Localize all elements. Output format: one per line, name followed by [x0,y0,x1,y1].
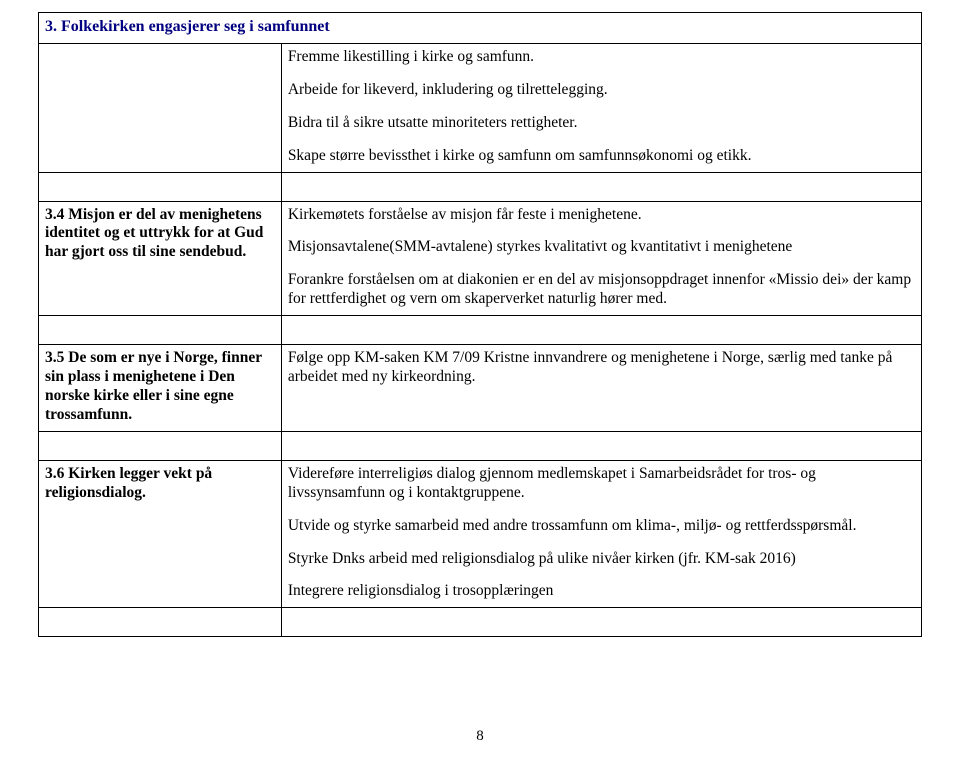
content-table: 3. Folkekirken engasjerer seg i samfunne… [38,12,922,637]
paragraph: Bidra til å sikre utsatte minoriteters r… [288,114,915,133]
left-cell-title: 3.6 Kirken legger vekt på religionsdialo… [39,460,282,608]
left-cell-empty [39,43,282,172]
left-cell-title: 3.5 De som er nye i Norge, finner sin pl… [39,345,282,432]
paragraph: Integrere religionsdialog i trosopplærin… [288,582,915,601]
right-cell: Fremme likestilling i kirke og samfunn. … [281,43,921,172]
table-row: 3.4 Misjon er del av menighetens identit… [39,201,922,316]
right-cell: Kirkemøtets forståelse av misjon får fes… [281,201,921,316]
paragraph: Kirkemøtets forståelse av misjon får fes… [288,206,915,225]
table-row-spacer [39,172,922,201]
right-cell-empty [281,316,921,345]
right-cell-empty [281,172,921,201]
table-row: 3.6 Kirken legger vekt på religionsdialo… [39,460,922,608]
table-row-spacer [39,608,922,637]
right-cell-empty [281,608,921,637]
left-cell-title: 3.4 Misjon er del av menighetens identit… [39,201,282,316]
left-cell-empty [39,431,282,460]
paragraph: Forankre forståelsen om at diakonien er … [288,271,915,309]
right-cell: Videreføre interreligiøs dialog gjennom … [281,460,921,608]
paragraph: Arbeide for likeverd, inkludering og til… [288,81,915,100]
right-cell-empty [281,431,921,460]
left-cell-empty [39,172,282,201]
paragraph: Følge opp KM-saken KM 7/09 Kristne innva… [288,349,915,387]
paragraph: Videreføre interreligiøs dialog gjennom … [288,465,915,503]
paragraph: Fremme likestilling i kirke og samfunn. [288,48,915,67]
table-row: Fremme likestilling i kirke og samfunn. … [39,43,922,172]
section-heading-cell: 3. Folkekirken engasjerer seg i samfunne… [39,13,922,44]
left-cell-empty [39,316,282,345]
table-row-spacer [39,316,922,345]
table-row: 3.5 De som er nye i Norge, finner sin pl… [39,345,922,432]
document-page: 3. Folkekirken engasjerer seg i samfunne… [0,0,960,637]
right-cell: Følge opp KM-saken KM 7/09 Kristne innva… [281,345,921,432]
table-row-spacer [39,431,922,460]
paragraph: Utvide og styrke samarbeid med andre tro… [288,517,915,536]
paragraph: Styrke Dnks arbeid med religionsdialog p… [288,550,915,569]
section-heading: 3. Folkekirken engasjerer seg i samfunne… [45,18,330,35]
paragraph: Misjonsavtalene(SMM-avtalene) styrkes kv… [288,238,915,257]
table-row: 3. Folkekirken engasjerer seg i samfunne… [39,13,922,44]
page-number: 8 [0,728,960,745]
paragraph: Skape større bevissthet i kirke og samfu… [288,147,915,166]
left-cell-empty [39,608,282,637]
